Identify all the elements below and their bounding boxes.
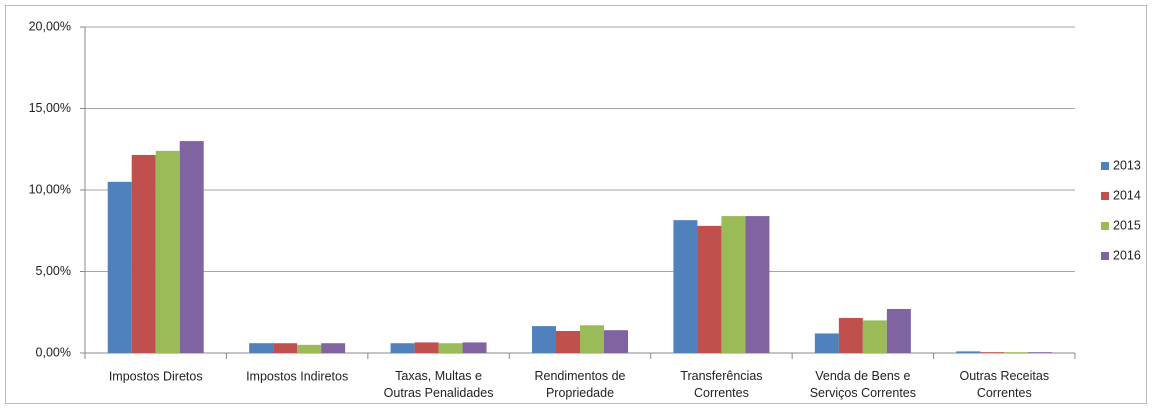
bar [721, 216, 746, 353]
x-tick-label: Taxas, Multas e Outras Penalidades [384, 369, 494, 400]
bar [179, 141, 204, 353]
bar [297, 344, 322, 353]
legend-label: 2014 [1113, 188, 1141, 202]
bar [107, 181, 132, 353]
bar [886, 308, 911, 353]
y-tick-label: 20,00% [29, 19, 71, 33]
bar [321, 343, 346, 353]
bar [745, 216, 770, 353]
x-tick-label: Transferências Correntes [680, 369, 762, 400]
y-tick-label: 5,00% [36, 264, 71, 278]
y-tick-label: 10,00% [29, 182, 71, 196]
x-tick-label: Rendimentos de Propriedade [534, 369, 625, 400]
bar [1004, 352, 1029, 353]
x-tick-label: Outras Receitas Correntes [959, 369, 1049, 400]
bar [438, 343, 463, 353]
y-tick-label: 15,00% [29, 101, 71, 115]
bar [862, 320, 887, 353]
y-tick-label: 0,00% [36, 345, 71, 359]
bar [580, 325, 604, 353]
legend-swatch [1101, 222, 1109, 230]
x-tick-label: Venda de Bens e Serviços Correntes [810, 369, 916, 400]
bar [697, 225, 722, 353]
bar [556, 330, 580, 353]
bar [532, 326, 556, 353]
x-tick-label: Impostos Diretos [109, 369, 203, 383]
bar [155, 150, 180, 353]
bar [414, 342, 439, 353]
legend-swatch [1101, 192, 1109, 200]
legend-swatch [1101, 162, 1109, 170]
bar [980, 352, 1005, 353]
legend-swatch [1101, 252, 1109, 260]
legend-label: 2013 [1113, 158, 1141, 172]
legend-label: 2015 [1113, 218, 1141, 232]
bar [273, 343, 298, 353]
bar [673, 220, 698, 353]
bar [462, 342, 487, 353]
bar [1028, 352, 1053, 353]
x-tick-label: Impostos Indiretos [246, 369, 348, 383]
bar [838, 317, 863, 353]
bar [956, 351, 981, 353]
bar [131, 154, 156, 353]
bar [814, 333, 839, 353]
bar [249, 343, 274, 353]
bar [604, 330, 628, 353]
bar [390, 343, 415, 353]
legend-label: 2016 [1113, 248, 1141, 262]
